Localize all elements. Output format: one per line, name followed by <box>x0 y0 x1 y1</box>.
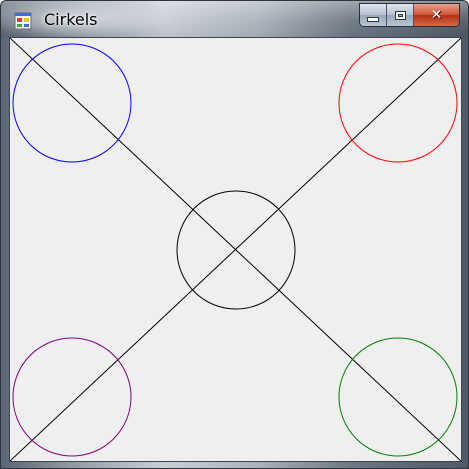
maximize-icon <box>394 10 406 20</box>
circle-bottom-left <box>12 337 132 457</box>
title-bar[interactable]: Cirkels ✕ <box>1 1 468 37</box>
minimize-button[interactable] <box>360 4 387 26</box>
circle-top-right <box>338 43 458 163</box>
window-title: Cirkels <box>44 10 98 29</box>
circle-center <box>176 190 296 310</box>
diagonal-line-bl-tr <box>10 38 461 461</box>
close-button[interactable]: ✕ <box>414 4 459 26</box>
maximize-button[interactable] <box>387 4 414 26</box>
winforms-app-icon[interactable] <box>14 12 32 30</box>
close-icon: ✕ <box>430 7 443 23</box>
minimize-icon <box>367 16 379 22</box>
form-client-area <box>9 37 462 462</box>
circle-top-left <box>12 43 132 163</box>
drawing-canvas <box>10 38 461 461</box>
circle-bottom-right <box>338 337 458 457</box>
caption-buttons: ✕ <box>359 3 460 27</box>
